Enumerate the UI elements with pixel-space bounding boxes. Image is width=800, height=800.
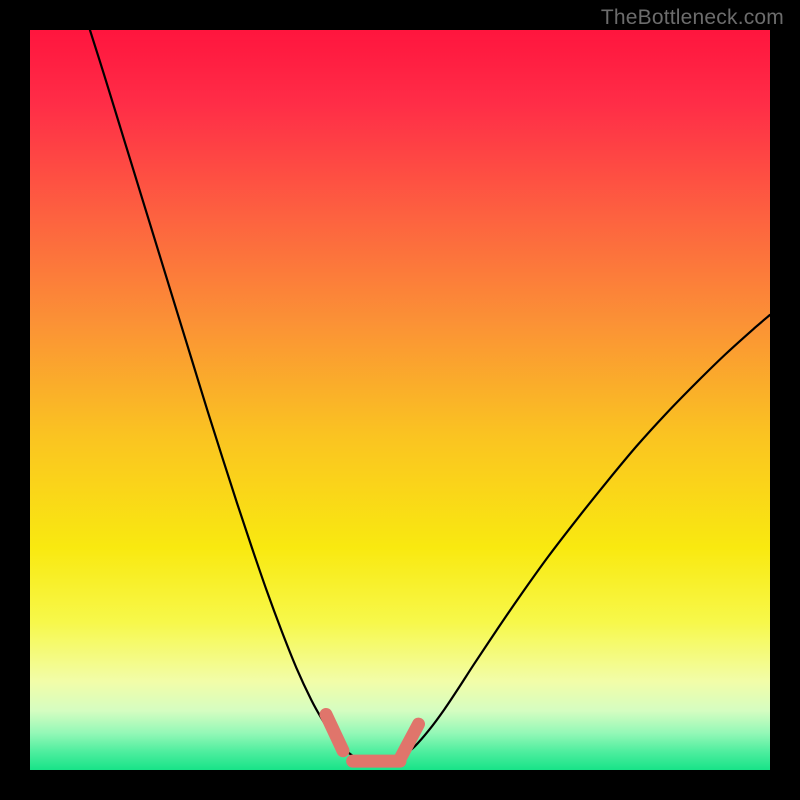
chart-canvas: TheBottleneck.com	[0, 0, 800, 800]
plot-background-gradient	[30, 30, 770, 770]
bottleneck-chart-svg	[0, 0, 800, 800]
watermark-text: TheBottleneck.com	[601, 6, 784, 30]
